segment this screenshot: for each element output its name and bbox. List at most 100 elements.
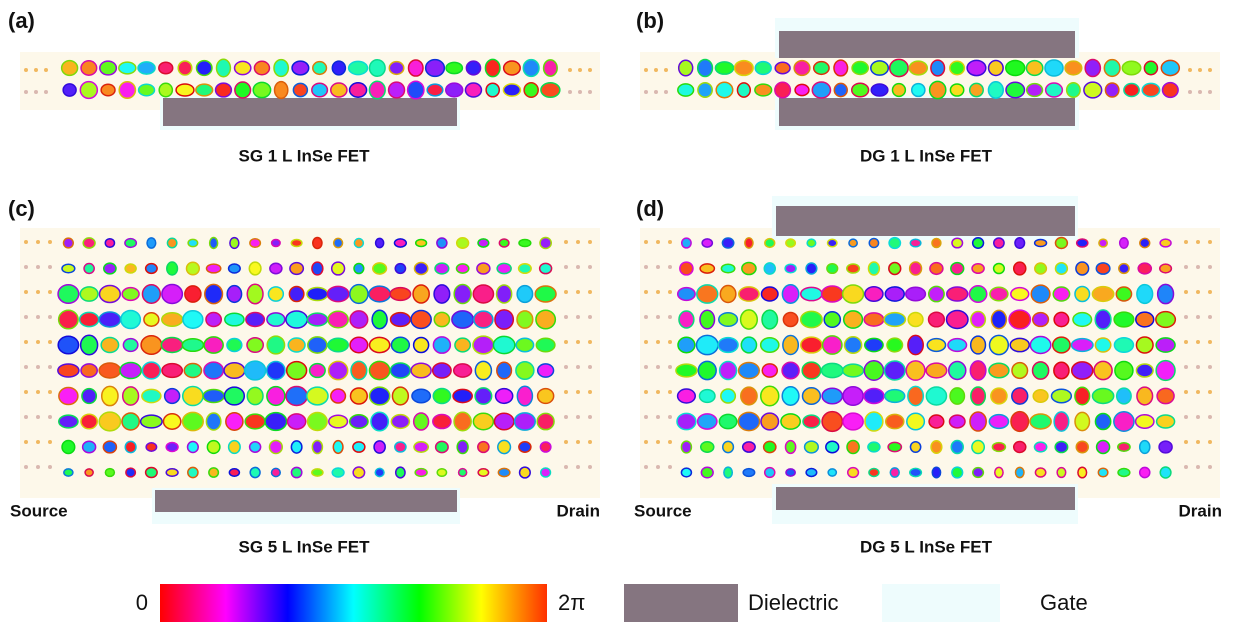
atom <box>48 315 52 319</box>
blob <box>226 413 243 430</box>
blob <box>454 285 471 304</box>
atom <box>1198 68 1202 72</box>
blob <box>843 413 863 430</box>
blob <box>823 336 842 354</box>
atom <box>36 465 40 469</box>
blob <box>735 61 754 76</box>
atom <box>568 90 572 94</box>
blob <box>332 262 345 275</box>
blob <box>969 286 986 302</box>
blob <box>544 60 558 76</box>
blob <box>433 337 450 353</box>
blob <box>1157 388 1174 403</box>
blob <box>929 286 944 301</box>
blob <box>775 82 791 97</box>
blob <box>272 468 281 476</box>
blob <box>1158 284 1174 303</box>
blob <box>62 264 75 272</box>
blob <box>930 263 943 275</box>
blob <box>1055 263 1067 275</box>
blob <box>520 467 531 478</box>
blob <box>1010 338 1029 351</box>
blob <box>814 62 829 75</box>
atom <box>24 315 28 319</box>
blob <box>122 413 139 430</box>
blob <box>786 239 795 247</box>
blob <box>951 263 964 275</box>
blob <box>446 83 463 97</box>
atom <box>1208 340 1212 344</box>
blob <box>805 441 819 453</box>
blob <box>167 262 178 275</box>
blob <box>206 264 220 273</box>
atom <box>576 240 580 244</box>
atom <box>1208 365 1212 369</box>
atom <box>1184 340 1188 344</box>
blob <box>906 287 926 300</box>
blob <box>1118 469 1130 477</box>
blob <box>267 336 284 354</box>
blob <box>871 84 888 96</box>
blob <box>159 83 172 96</box>
atom <box>48 365 52 369</box>
blob <box>681 468 691 477</box>
blob <box>843 364 864 377</box>
blob <box>741 387 757 405</box>
blob <box>183 386 203 405</box>
blob <box>949 362 966 380</box>
atom <box>564 265 568 269</box>
blob <box>1035 468 1045 477</box>
blob <box>182 339 203 352</box>
blob <box>538 389 554 404</box>
blob <box>289 286 303 301</box>
blob <box>865 412 883 431</box>
blob <box>183 311 203 328</box>
atom <box>24 440 28 444</box>
blob <box>125 239 136 248</box>
blob <box>834 60 848 76</box>
blob <box>519 264 532 274</box>
atom <box>668 240 672 244</box>
blob <box>369 81 385 98</box>
blob <box>138 62 155 74</box>
blob <box>1124 83 1139 96</box>
blob <box>700 310 715 329</box>
atom <box>576 465 580 469</box>
blob <box>446 62 462 73</box>
blob <box>331 83 347 97</box>
atom <box>668 390 672 394</box>
blob <box>1006 60 1025 75</box>
atom <box>1184 240 1188 244</box>
blob <box>848 468 859 478</box>
blob <box>970 83 984 96</box>
atom <box>576 340 580 344</box>
blob <box>349 61 368 74</box>
blob <box>1015 238 1025 248</box>
atom <box>576 315 580 319</box>
blob <box>952 467 963 478</box>
atom <box>564 240 568 244</box>
blob <box>465 83 481 97</box>
blob <box>785 264 796 273</box>
blob <box>85 469 93 476</box>
blob <box>906 361 925 380</box>
blob <box>293 83 307 96</box>
blob <box>286 311 307 328</box>
blob <box>1099 239 1107 247</box>
blob <box>466 61 480 75</box>
atom <box>644 315 648 319</box>
blob <box>743 469 754 477</box>
blob <box>123 387 139 405</box>
blob <box>270 263 282 273</box>
blob <box>313 62 327 75</box>
atom <box>644 415 648 419</box>
blob <box>99 312 120 327</box>
blob <box>207 441 220 454</box>
atom <box>36 315 40 319</box>
blob <box>973 468 984 478</box>
blob <box>929 312 945 327</box>
blob <box>910 468 922 476</box>
blob <box>761 287 778 301</box>
blob <box>142 362 160 379</box>
atom <box>1208 415 1212 419</box>
